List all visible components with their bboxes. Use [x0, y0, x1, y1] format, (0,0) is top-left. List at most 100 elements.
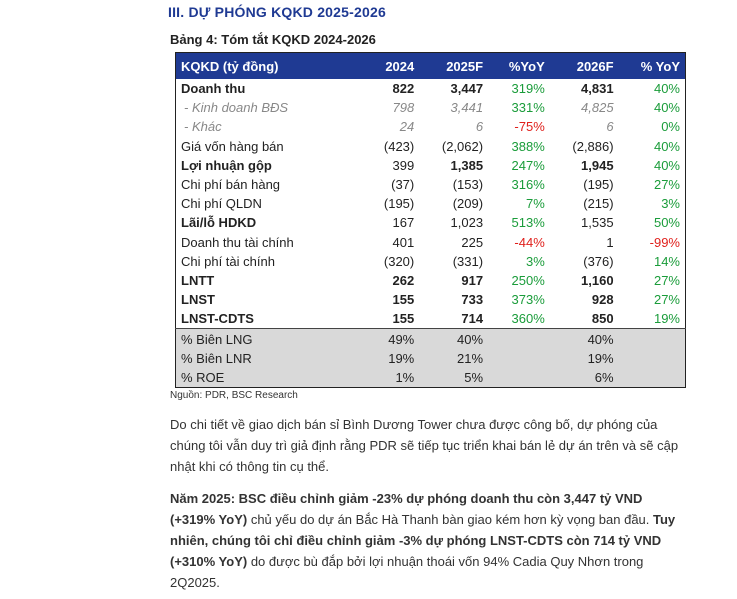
- margin-label: % Biên LNR: [175, 348, 365, 368]
- yoy-2026: 40%: [653, 157, 680, 173]
- yoy-2026: 14%: [653, 253, 680, 269]
- margin-empty: [488, 328, 550, 349]
- value-2025f: 3,447: [450, 81, 484, 97]
- table-row: Doanh thu tài chính 401 225 -44% 1 -99%: [176, 233, 686, 252]
- row-label: - Khác: [184, 119, 222, 135]
- header-2025f: 2025F: [419, 52, 489, 79]
- value-2026f: 4,831: [581, 81, 614, 97]
- table-header-row: KQKD (tỷ đồng) 2024 2025F %YoY 2026F % Y…: [175, 52, 686, 79]
- yoy-2025: 316%: [511, 177, 545, 193]
- yoy-2026: 27%: [653, 272, 680, 288]
- table-row: - Khác 24 6 -75% 6 0%: [176, 117, 686, 136]
- yoy-2025: 360%: [511, 311, 545, 327]
- yoy-2026: 3%: [661, 196, 680, 212]
- table-caption: Bảng 4: Tóm tắt KQKD 2024-2026: [170, 32, 376, 47]
- value-2025f: 3,441: [450, 100, 484, 116]
- header-yoy-2025: %YoY: [488, 52, 550, 79]
- value-2025f: 225: [461, 234, 484, 250]
- value-2026f: 1: [606, 234, 614, 250]
- section-title: III. DỰ PHÓNG KQKD 2025-2026: [168, 4, 386, 20]
- row-label: Lợi nhuận gộp: [181, 157, 272, 173]
- yoy-2025: 3%: [525, 253, 545, 269]
- row-label: Chi phí QLDN: [181, 196, 262, 212]
- margin-empty: [618, 348, 686, 368]
- table-row: Chi phí bán hàng (37) (153) 316% (195) 2…: [176, 175, 686, 194]
- value-2024: 399: [392, 157, 415, 173]
- paragraph-2-text-1: chủ yếu do dự án Bắc Hà Thanh bàn giao k…: [247, 512, 654, 527]
- row-label: Giá vốn hàng bán: [181, 138, 284, 154]
- yoy-2025: -75%: [514, 119, 545, 135]
- value-2024: 155: [392, 311, 415, 327]
- margin-row: % ROE 1% 5% 6%: [175, 367, 686, 388]
- value-2026f: (215): [583, 196, 614, 212]
- results-table: KQKD (tỷ đồng) 2024 2025F %YoY 2026F % Y…: [175, 52, 686, 388]
- table-row: Chi phí tài chính (320) (331) 3% (376) 1…: [176, 252, 686, 271]
- row-label: Lãi/lỗ HDKD: [181, 215, 257, 231]
- value-2025f: (153): [452, 177, 484, 193]
- margin-row: % Biên LNR 19% 21% 19%: [175, 348, 686, 368]
- margin-2024: 49%: [365, 328, 420, 349]
- margin-row: % Biên LNG 49% 40% 40%: [175, 328, 686, 349]
- yoy-2026: 40%: [653, 100, 680, 116]
- yoy-2026: 50%: [653, 215, 680, 231]
- source-note: Nguồn: PDR, BSC Research: [170, 390, 298, 401]
- value-2024: 822: [392, 81, 415, 97]
- yoy-2025: 250%: [511, 272, 545, 288]
- yoy-2026: 27%: [653, 177, 680, 193]
- header-2026f: 2026F: [549, 52, 619, 79]
- row-label: Chi phí tài chính: [181, 253, 275, 269]
- paragraph-1: Do chi tiết về giao dịch bán sỉ Bình Dươ…: [170, 417, 679, 474]
- value-2025f: (209): [452, 196, 484, 212]
- value-2026f: 1,160: [581, 272, 614, 288]
- value-2024: 798: [392, 100, 415, 116]
- paragraph-2-bold-2: Tuy nhiên, chúng tôi chỉ điều chỉnh giảm…: [170, 512, 676, 569]
- row-label: - Kinh doanh BĐS: [184, 100, 289, 116]
- value-2025f: 714: [461, 311, 484, 327]
- value-2026f: (2,886): [572, 138, 614, 154]
- yoy-2025: 513%: [511, 215, 545, 231]
- value-2026f: (376): [583, 253, 614, 269]
- margin-empty: [618, 328, 686, 349]
- yoy-2025: 331%: [511, 100, 545, 116]
- table-row: LNST 155 733 373% 928 27%: [176, 290, 686, 309]
- value-2026f: 1,945: [581, 157, 614, 173]
- header-yoy-2026: % YoY: [618, 52, 686, 79]
- paragraph-2-text-2: do được bù đắp bởi lợi nhuận thoái vốn 9…: [170, 554, 644, 590]
- row-label: Doanh thu: [181, 81, 246, 97]
- header-kqkd: KQKD (tỷ đồng): [175, 52, 365, 79]
- margin-2025f: 40%: [419, 328, 489, 349]
- value-2024: 155: [392, 292, 415, 308]
- yoy-2025: -44%: [514, 234, 545, 250]
- table-row: Lãi/lỗ HDKD 167 1,023 513% 1,535 50%: [176, 213, 686, 232]
- margin-2025f: 5%: [419, 367, 489, 388]
- value-2026f: 850: [591, 311, 614, 327]
- yoy-2025: 247%: [511, 157, 545, 173]
- row-label: LNST: [181, 292, 215, 308]
- yoy-2025: 388%: [511, 138, 545, 154]
- paragraph-2: Năm 2025: BSC điều chỉnh giảm -23% dự ph…: [170, 488, 686, 593]
- table-row: Lợi nhuận gộp 399 1,385 247% 1,945 40%: [176, 156, 686, 175]
- value-2025f: 1,023: [450, 215, 484, 231]
- value-2024: 401: [392, 234, 415, 250]
- yoy-2026: 0%: [661, 119, 680, 135]
- value-2024: (195): [383, 196, 415, 212]
- table-row: Doanh thu 822 3,447 319% 4,831 40%: [176, 79, 686, 98]
- row-label: Doanh thu tài chính: [181, 234, 294, 250]
- value-2026f: 6: [606, 119, 614, 135]
- value-2024: 262: [392, 272, 415, 288]
- value-2026f: (195): [583, 177, 614, 193]
- value-2025f: 917: [461, 272, 484, 288]
- margin-2026f: 19%: [549, 348, 619, 368]
- margin-label: % Biên LNG: [175, 328, 365, 349]
- yoy-2026: -99%: [649, 234, 680, 250]
- value-2026f: 928: [591, 292, 614, 308]
- header-2024: 2024: [365, 52, 420, 79]
- yoy-2026: 19%: [653, 311, 680, 327]
- yoy-2026: 27%: [653, 292, 680, 308]
- value-2025f: 733: [461, 292, 484, 308]
- value-2025f: (331): [452, 253, 484, 269]
- table-row: Chi phí QLDN (195) (209) 7% (215) 3%: [176, 194, 686, 213]
- row-label: LNST-CDTS: [181, 311, 254, 327]
- table-row: LNST-CDTS 155 714 360% 850 19%: [176, 309, 686, 329]
- margin-empty: [488, 367, 550, 388]
